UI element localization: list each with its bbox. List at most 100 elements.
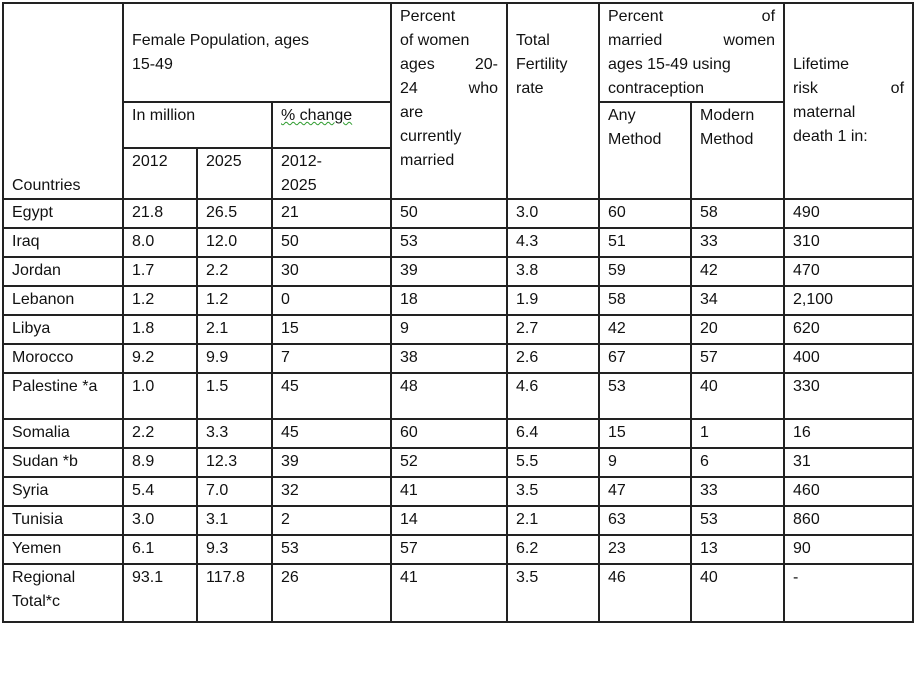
- data-cell-fertility: 6.2: [506, 534, 600, 565]
- data-cell-change: 0: [271, 285, 392, 316]
- data-cell-fertility: 2.1: [506, 505, 600, 536]
- data-cell-change: 15: [271, 314, 392, 345]
- data-table: Countries Female Population, ages 15-49 P…: [2, 2, 914, 623]
- data-cell-change: 39: [271, 447, 392, 478]
- data-cell-risk: 310: [783, 227, 914, 258]
- data-cell-change: 21: [271, 198, 392, 229]
- table-row: Yemen 6.1 9.3 53 57 6.2 23 13 90: [2, 534, 914, 565]
- data-cell-risk: -: [783, 563, 914, 623]
- data-cell-pop-2012: 1.0: [122, 372, 198, 420]
- country-cell: Lebanon: [2, 285, 124, 316]
- table-row: Tunisia 3.0 3.1 2 14 2.1 63 53 860: [2, 505, 914, 536]
- data-cell-any: 42: [598, 314, 692, 345]
- data-cell-risk: 470: [783, 256, 914, 287]
- country-cell: Palestine *a: [2, 372, 124, 420]
- data-cell-pop-2025: 12.3: [196, 447, 273, 478]
- female-population-header: Female Population, ages 15-49: [122, 2, 392, 103]
- data-cell-modern: 53: [689, 505, 786, 536]
- data-cell-pop-2025: 2.2: [196, 256, 273, 287]
- pct-married-header: Percent of women ages 20- 24 who are cur…: [390, 2, 508, 200]
- data-cell-modern: 1: [689, 418, 786, 449]
- data-cell-risk: 460: [783, 476, 914, 507]
- data-cell-married: 50: [390, 198, 508, 229]
- data-cell-pop-2025: 2.1: [196, 314, 273, 345]
- data-cell-married: 38: [390, 343, 508, 374]
- lifetime-risk-header: Lifetime risk of maternal death 1 in:: [783, 2, 914, 200]
- data-cell-risk: 620: [783, 314, 914, 345]
- data-cell-pop-2025: 9.9: [196, 343, 273, 374]
- data-cell-change: 45: [271, 418, 392, 449]
- data-cell-change: 32: [271, 476, 392, 507]
- country-cell: Sudan *b: [2, 447, 124, 478]
- country-cell: Yemen: [2, 534, 124, 565]
- data-cell-risk: 400: [783, 343, 914, 374]
- table-row: Regional Total*c 93.1 117.8 26 41 3.5 46 40-: [2, 563, 914, 623]
- data-cell-risk: 90: [783, 534, 914, 565]
- contraception-header: Percent of married women ages 15-49 usin…: [597, 2, 786, 103]
- data-cell-any: 51: [598, 227, 692, 258]
- table-row: Libya 1.8 2.1 15 9 2.7 42 20 620: [2, 314, 914, 345]
- data-cell-risk: 31: [783, 447, 914, 478]
- countries-header: Countries: [2, 2, 124, 200]
- data-cell-risk: 2,100: [783, 285, 914, 316]
- data-cell-fertility: 3.0: [506, 198, 600, 229]
- data-cell-pop-2012: 21.8: [122, 198, 198, 229]
- table-row: Jordan 1.7 2.2 30 39 3.8 59 42 470: [2, 256, 914, 287]
- data-cell-change: 7: [271, 343, 392, 374]
- data-cell-modern: 34: [689, 285, 786, 316]
- data-cell-pop-2012: 1.2: [122, 285, 198, 316]
- data-cell-any: 47: [598, 476, 692, 507]
- data-cell-married: 41: [390, 476, 508, 507]
- data-cell-pop-2025: 3.1: [196, 505, 273, 536]
- data-cell-pop-2012: 2.2: [122, 418, 198, 449]
- country-cell: Tunisia: [2, 505, 124, 536]
- data-cell-change: 45: [271, 372, 392, 420]
- data-cell-modern: 40: [689, 372, 786, 420]
- data-cell-any: 53: [598, 372, 692, 420]
- data-cell-any: 46: [598, 563, 692, 623]
- data-cell-married: 57: [390, 534, 508, 565]
- data-cell-pop-2012: 9.2: [122, 343, 198, 374]
- data-cell-modern: 42: [689, 256, 786, 287]
- data-cell-fertility: 5.5: [506, 447, 600, 478]
- data-cell-change: 26: [271, 563, 392, 623]
- data-cell-married: 60: [390, 418, 508, 449]
- data-cell-any: 60: [598, 198, 692, 229]
- country-cell: Egypt: [2, 198, 124, 229]
- table-row: Sudan *b 8.9 12.3 39 52 5.5 9 6 31: [2, 447, 914, 478]
- data-cell-modern: 6: [689, 447, 786, 478]
- table-row: Palestine *a 1.0 1.5 45 48 4.6 53 40 330: [2, 372, 914, 420]
- table-row: Iraq 8.0 12.0 50 53 4.3 51 33 310: [2, 227, 914, 258]
- data-cell-modern: 20: [689, 314, 786, 345]
- table-row: Syria 5.4 7.0 32 41 3.5 47 33 460: [2, 476, 914, 507]
- data-cell-modern: 40: [689, 563, 786, 623]
- data-cell-pop-2025: 12.0: [196, 227, 273, 258]
- data-cell-pop-2012: 8.0: [122, 227, 198, 258]
- data-cell-fertility: 2.7: [506, 314, 600, 345]
- data-cell-pop-2012: 8.9: [122, 447, 198, 478]
- country-cell: Syria: [2, 476, 124, 507]
- country-cell: Jordan: [2, 256, 124, 287]
- data-cell-pop-2012: 1.7: [122, 256, 198, 287]
- data-cell-any: 59: [598, 256, 692, 287]
- data-cell-risk: 16: [783, 418, 914, 449]
- data-cell-pop-2012: 5.4: [122, 476, 198, 507]
- data-cell-any: 15: [598, 418, 692, 449]
- country-cell: Somalia: [2, 418, 124, 449]
- country-cell: Regional Total*c: [2, 563, 124, 623]
- data-cell-fertility: 4.6: [506, 372, 600, 420]
- data-cell-modern: 33: [689, 476, 786, 507]
- data-cell-modern: 13: [689, 534, 786, 565]
- data-cell-any: 9: [598, 447, 692, 478]
- data-cell-pop-2025: 26.5: [196, 198, 273, 229]
- data-cell-pop-2012: 6.1: [122, 534, 198, 565]
- table-row: Somalia 2.2 3.3 45 60 6.4 15 1 16: [2, 418, 914, 449]
- data-cell-any: 23: [598, 534, 692, 565]
- data-cell-any: 67: [598, 343, 692, 374]
- data-cell-married: 39: [390, 256, 508, 287]
- data-cell-change: 53: [271, 534, 392, 565]
- data-cell-modern: 57: [689, 343, 786, 374]
- table-row: Lebanon 1.2 1.2 0 18 1.9 58 34 2,100: [2, 285, 914, 316]
- data-cell-modern: 58: [689, 198, 786, 229]
- data-cell-risk: 330: [783, 372, 914, 420]
